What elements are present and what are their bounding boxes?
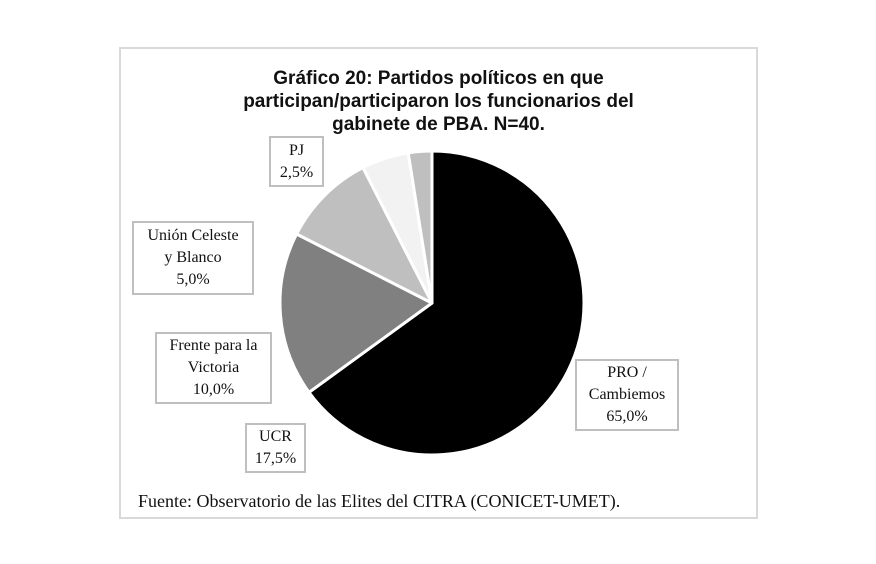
pie-slice-pro-cambiemos <box>307 149 586 457</box>
pie-slice-ucr <box>278 232 434 394</box>
label-ucr: UCR 17,5% <box>245 423 306 473</box>
label-ucb-name-2: y Blanco <box>164 249 222 266</box>
label-pro-cambiemos: PRO / Cambiemos 65,0% <box>575 359 679 431</box>
label-pj-value: 2,5% <box>279 163 314 181</box>
label-fpv-name-2: Victoria <box>187 359 240 376</box>
source-note: Fuente: Observatorio de las Elites del C… <box>138 491 621 511</box>
pie-slice-pj <box>406 149 434 305</box>
label-fpv-value: 10,0% <box>192 381 235 398</box>
label-pj: PJ 2,5% <box>269 136 324 187</box>
chart-title-line-3: gabinete de PBA. N=40. <box>332 114 545 135</box>
pie-slice-frente-para-la-victoria <box>295 166 434 305</box>
label-pro-name-1: PRO / <box>607 364 647 381</box>
label-ucb-name-1: Unión Celeste <box>147 227 239 244</box>
chart-frame: Gráfico 20: Partidos políticos en que pa… <box>119 47 758 519</box>
label-union-celeste-y-blanco: Unión Celeste y Blanco 5,0% <box>132 221 254 295</box>
label-pj-name: PJ <box>288 141 305 159</box>
label-ucb-value: 5,0% <box>176 271 210 288</box>
chart-title: Gráfico 20: Partidos políticos en que pa… <box>121 67 756 136</box>
label-frente-para-la-victoria: Frente para la Victoria 10,0% <box>155 332 272 404</box>
label-ucr-value: 17,5% <box>254 450 297 467</box>
chart-title-line-1: Gráfico 20: Partidos políticos en que <box>273 68 604 89</box>
label-pro-value: 65,0% <box>606 408 648 425</box>
chart-title-line-2: participan/participaron los funcionarios… <box>243 91 634 112</box>
label-pro-name-2: Cambiemos <box>588 386 666 403</box>
pie-chart <box>278 149 586 457</box>
label-fpv-name-1: Frente para la <box>169 337 258 354</box>
label-ucr-name: UCR <box>259 428 292 445</box>
